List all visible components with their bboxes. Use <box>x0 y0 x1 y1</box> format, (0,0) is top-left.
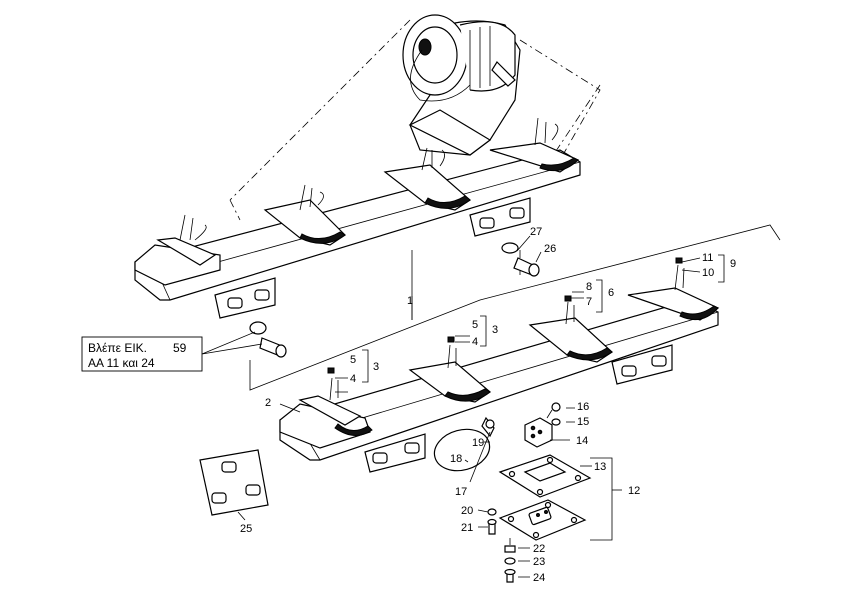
callout-25: 25 <box>240 523 252 535</box>
callout-13: 13 <box>594 461 606 473</box>
callout-labels: 1 2 3 3 4 4 5 5 6 7 8 9 10 11 12 13 14 1… <box>240 226 736 584</box>
callout-20: 20 <box>461 505 473 517</box>
callout-19: 19 <box>472 437 484 449</box>
callout-21: 21 <box>461 522 473 534</box>
callout-23: 23 <box>533 556 545 568</box>
reference-line1: Βλέπε ΕΙΚ. <box>88 341 147 355</box>
base-plate <box>498 499 587 541</box>
callout-12: 12 <box>628 485 640 497</box>
reference-figure-number: 59 <box>173 341 187 355</box>
callout-5-upper: 5 <box>472 319 478 331</box>
plate-13 <box>498 454 592 498</box>
mount-bolt-left <box>249 321 287 358</box>
callout-17: 17 <box>455 486 467 498</box>
callout-15: 15 <box>577 416 589 428</box>
callout-9: 9 <box>730 258 736 270</box>
bolt-26-washer-27 <box>501 235 542 277</box>
callout-3-lower: 3 <box>373 361 379 373</box>
callout-26: 26 <box>544 243 556 255</box>
callout-1: 1 <box>407 295 413 307</box>
callout-14: 14 <box>576 435 588 447</box>
plate-25 <box>199 449 269 521</box>
callout-16: 16 <box>577 401 589 413</box>
leader-lines <box>279 254 725 578</box>
callout-4-upper: 4 <box>472 336 478 348</box>
callout-10: 10 <box>702 267 714 279</box>
callout-2: 2 <box>265 397 271 409</box>
callout-22: 22 <box>533 543 545 555</box>
callout-8: 8 <box>586 281 592 293</box>
cable-18-bolt-19 <box>433 416 495 472</box>
fasteners <box>487 508 516 583</box>
callout-4-lower: 4 <box>350 373 356 385</box>
callout-3-upper: 3 <box>492 324 498 336</box>
lower-bar-assembly <box>279 257 720 473</box>
reference-box: Βλέπε ΕΙΚ. 59 AA 11 και 24 <box>81 331 263 372</box>
callout-18: 18 <box>450 453 462 465</box>
callout-27: 27 <box>530 226 542 238</box>
callout-24: 24 <box>533 572 545 584</box>
callout-6: 6 <box>608 287 614 299</box>
motor-housing <box>402 14 521 156</box>
reference-line2: AA 11 και 24 <box>88 356 155 370</box>
upper-bar-assembly <box>134 117 581 319</box>
connector-block-14 <box>524 402 561 448</box>
callout-7: 7 <box>586 296 592 308</box>
callout-11: 11 <box>702 252 713 264</box>
callout-5-lower: 5 <box>350 354 356 366</box>
